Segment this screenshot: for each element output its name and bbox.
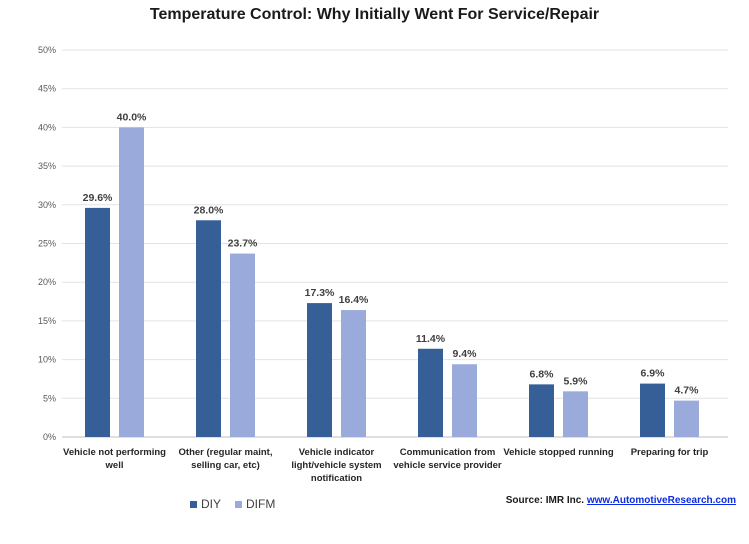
y-tick-label: 40% bbox=[38, 122, 56, 132]
x-tick-label: Vehicle not performing well bbox=[63, 447, 166, 471]
source-prefix: Source: IMR Inc. bbox=[505, 495, 585, 506]
data-label: 6.8% bbox=[530, 368, 555, 380]
chart-title: Temperature Control: Why Initially Went … bbox=[149, 6, 600, 23]
data-label: 17.3% bbox=[305, 287, 335, 299]
bar-diy bbox=[85, 207, 110, 437]
data-label: 23.7% bbox=[228, 238, 258, 250]
y-tick-label: 5% bbox=[43, 393, 56, 403]
bar-difm bbox=[341, 310, 366, 437]
source-link[interactable]: www.AutomotiveResearch.com bbox=[586, 495, 736, 506]
data-label: 11.4% bbox=[416, 333, 446, 345]
y-tick-label: 50% bbox=[38, 45, 56, 55]
bar-diy bbox=[640, 383, 665, 437]
legend-swatch-diy bbox=[190, 500, 197, 508]
bar-difm bbox=[119, 127, 144, 438]
data-label: 40.0% bbox=[117, 111, 147, 123]
x-tick-label: Communication from vehicle service provi… bbox=[393, 447, 502, 471]
legend-swatch-difm bbox=[235, 500, 243, 508]
y-tick-label: 10% bbox=[38, 355, 56, 365]
data-label: 5.9% bbox=[564, 375, 589, 387]
bar-diy bbox=[196, 220, 221, 437]
bar-difm bbox=[230, 253, 255, 437]
y-tick-label: 35% bbox=[38, 161, 56, 171]
x-tick-label: Other (regular maint, selling car, etc) bbox=[178, 447, 273, 471]
bar-diy bbox=[418, 348, 443, 437]
y-tick-label: 15% bbox=[38, 316, 56, 326]
chart-legend: DIY DIFM bbox=[190, 497, 289, 511]
x-tick-label: Vehicle stopped running bbox=[503, 447, 614, 458]
y-tick-label: 20% bbox=[38, 277, 56, 287]
data-label: 29.6% bbox=[83, 192, 113, 204]
bar-difm bbox=[563, 391, 588, 437]
legend-item-diy: DIY bbox=[190, 497, 221, 511]
data-label: 4.7% bbox=[675, 385, 700, 397]
legend-label-difm: DIFM bbox=[246, 497, 276, 511]
data-label: 6.9% bbox=[641, 368, 666, 380]
bar-diy bbox=[529, 384, 554, 437]
bar-diy bbox=[307, 303, 332, 437]
legend-item-difm: DIFM bbox=[235, 497, 275, 511]
y-tick-label: 30% bbox=[38, 200, 56, 210]
x-tick-label: Vehicle indicator light/vehicle system n… bbox=[291, 447, 382, 484]
x-tick-label: Preparing for trip bbox=[630, 447, 709, 458]
data-label: 9.4% bbox=[453, 348, 478, 360]
data-label: 16.4% bbox=[339, 294, 369, 306]
legend-label-diy: DIY bbox=[201, 497, 222, 511]
data-label: 28.0% bbox=[194, 204, 224, 216]
bar-difm bbox=[452, 364, 477, 437]
y-tick-label: 0% bbox=[43, 432, 56, 442]
bar-difm bbox=[674, 400, 699, 437]
y-tick-label: 25% bbox=[38, 239, 56, 249]
y-tick-label: 45% bbox=[38, 84, 56, 94]
source-note: Source: IMR Inc. www.AutomotiveResearch.… bbox=[506, 495, 736, 506]
